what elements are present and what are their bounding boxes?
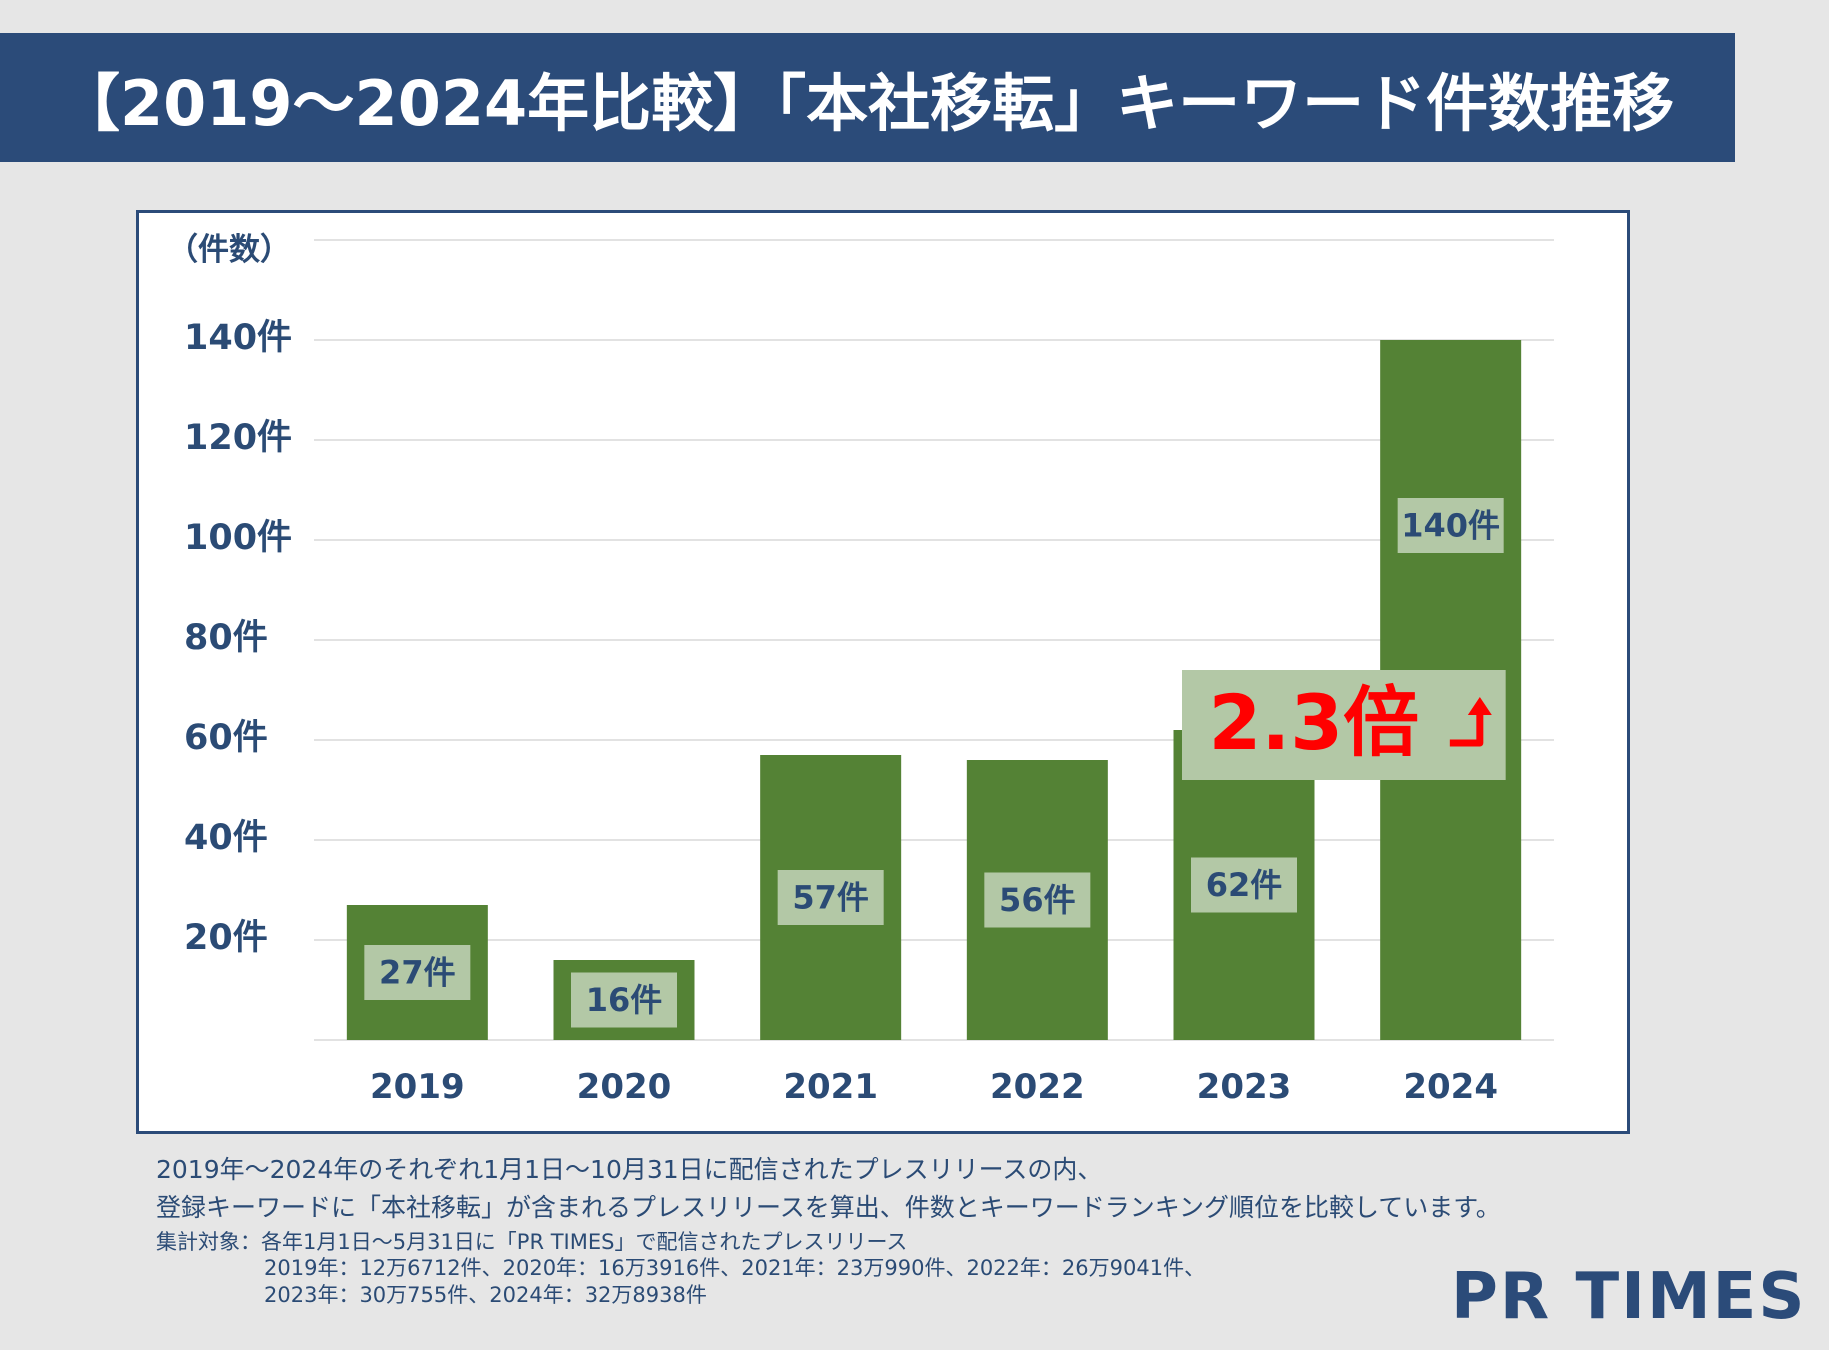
y-tick-label: 120件 (184, 418, 292, 458)
y-tick-label: 140件 (184, 318, 292, 358)
note-line-1: 2019年〜2024年のそれぞれ1月1日〜10月31日に配信されたプレスリリース… (156, 1155, 1103, 1184)
data-label-box (777, 870, 884, 925)
logo-text: PR TIMES (1451, 1259, 1807, 1334)
data-label-box (984, 872, 1091, 928)
annotation-box (1182, 670, 1506, 780)
x-tick-labels: 2019 2020 2021 2022 2023 2024 (370, 1067, 1498, 1107)
y-tick-label: 20件 (184, 918, 268, 958)
chart-panel: （件数） 20件 40件 60件 80件 100件 120件 140件 27件 16件 57件 5… (136, 210, 1630, 1134)
y-tick-labels: 20件 40件 60件 80件 100件 120件 140件 (184, 318, 292, 958)
x-tick-label: 2022 (990, 1067, 1085, 1107)
y-tick-label: 100件 (184, 518, 292, 558)
x-tick-label: 2019 (370, 1067, 465, 1107)
x-tick-label: 2024 (1403, 1067, 1498, 1107)
header-banner: 【2019〜2024年比較】「本社移転」キーワード件数推移 (0, 33, 1735, 162)
data-label: 57件 (792, 879, 869, 917)
up-right-arrow-icon (1449, 697, 1492, 747)
page-title: 【2019〜2024年比較】「本社移転」キーワード件数推移 (58, 66, 1675, 140)
growth-annotation: 2.3倍 (1182, 670, 1506, 780)
gridlines (314, 239, 1554, 1041)
x-tick-label: 2021 (783, 1067, 878, 1107)
y-axis-label: （件数） (167, 232, 291, 268)
note-counts-2: 2023年：30万755件、2024年：32万8938件 (264, 1283, 707, 1307)
y-tick-label: 60件 (184, 718, 268, 758)
note-line-2: 登録キーワードに「本社移転」が含まれるプレスリリースを算出、件数とキーワードラン… (156, 1193, 1501, 1222)
data-label-box (1397, 498, 1504, 553)
x-tick-label: 2023 (1197, 1067, 1292, 1107)
growth-ratio-label: 2.3倍 (1209, 678, 1420, 767)
footnotes: 2019年〜2024年のそれぞれ1月1日〜10月31日に配信されたプレスリリース… (156, 1151, 1616, 1309)
data-label: 16件 (586, 981, 663, 1019)
pr-times-logo: PR TIMES (1451, 1259, 1804, 1334)
data-label-box (1191, 857, 1297, 913)
data-label: 56件 (999, 881, 1076, 919)
data-label-box (571, 972, 677, 1028)
bar-chart: （件数） 20件 40件 60件 80件 100件 120件 140件 27件 16件 57件 5… (167, 232, 1554, 1107)
x-tick-label: 2020 (577, 1067, 672, 1107)
note-counts-1: 2019年：12万6712件、2020年：16万3916件、2021年：23万9… (264, 1256, 1206, 1280)
data-label-box (364, 945, 471, 1000)
data-label: 140件 (1401, 507, 1500, 545)
data-label: 27件 (379, 954, 456, 992)
data-label: 62件 (1206, 866, 1283, 904)
y-tick-label: 40件 (184, 818, 268, 858)
y-tick-label: 80件 (184, 618, 268, 658)
note-scope: 集計対象：各年1月1日〜5月31日に「PR TIMES」で配信されたプレスリリー… (156, 1230, 908, 1254)
